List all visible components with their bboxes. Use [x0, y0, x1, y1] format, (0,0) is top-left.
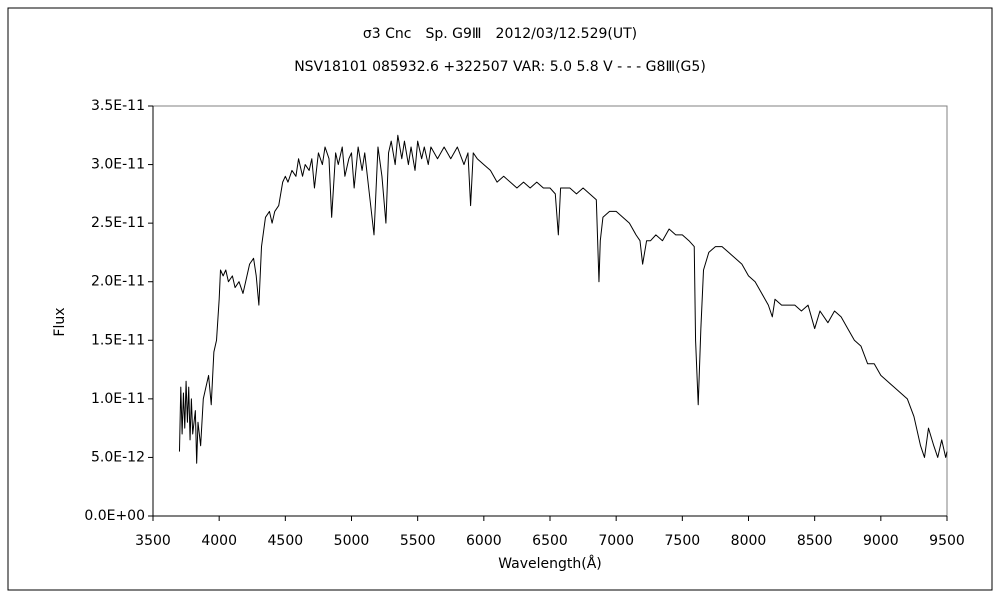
x-tick-label: 6000: [466, 533, 502, 549]
y-tick-label: 3.5E-11: [91, 98, 145, 114]
x-tick-label: 4500: [268, 533, 304, 549]
chart-title: σ3 Cnc Sp. G9Ⅲ 2012/03/12.529(UT): [363, 26, 637, 42]
x-tick-label: 6500: [532, 533, 568, 549]
x-tick-label: 8500: [797, 533, 833, 549]
x-tick-label: 5500: [400, 533, 436, 549]
y-tick-label: 2.5E-11: [91, 215, 145, 231]
x-tick-label: 9500: [929, 533, 965, 549]
x-tick-label: 4000: [201, 533, 237, 549]
x-tick-label: 7000: [598, 533, 634, 549]
y-tick-label: 1.5E-11: [91, 332, 145, 348]
x-tick-label: 5000: [334, 533, 370, 549]
x-tick-label: 3500: [135, 533, 171, 549]
spectrum-line: [178, 134, 948, 464]
y-tick-label: 3.0E-11: [91, 157, 145, 173]
y-tick-label: 2.0E-11: [91, 274, 145, 290]
x-tick-label: 9000: [863, 533, 899, 549]
chart-frame: [7, 7, 993, 591]
y-tick-label: 0.0E+00: [84, 508, 145, 524]
chart-subtitle: NSV18101 085932.6 +322507 VAR: 5.0 5.8 V…: [294, 59, 706, 75]
x-axis-label: Wavelength(Å): [498, 555, 602, 572]
y-tick-label: 5.0E-12: [91, 449, 145, 465]
x-tick-label: 8000: [731, 533, 767, 549]
y-tick-label: 1.0E-11: [91, 391, 145, 407]
x-tick-label: 7500: [665, 533, 701, 549]
y-axis-label: Flux: [52, 307, 68, 336]
